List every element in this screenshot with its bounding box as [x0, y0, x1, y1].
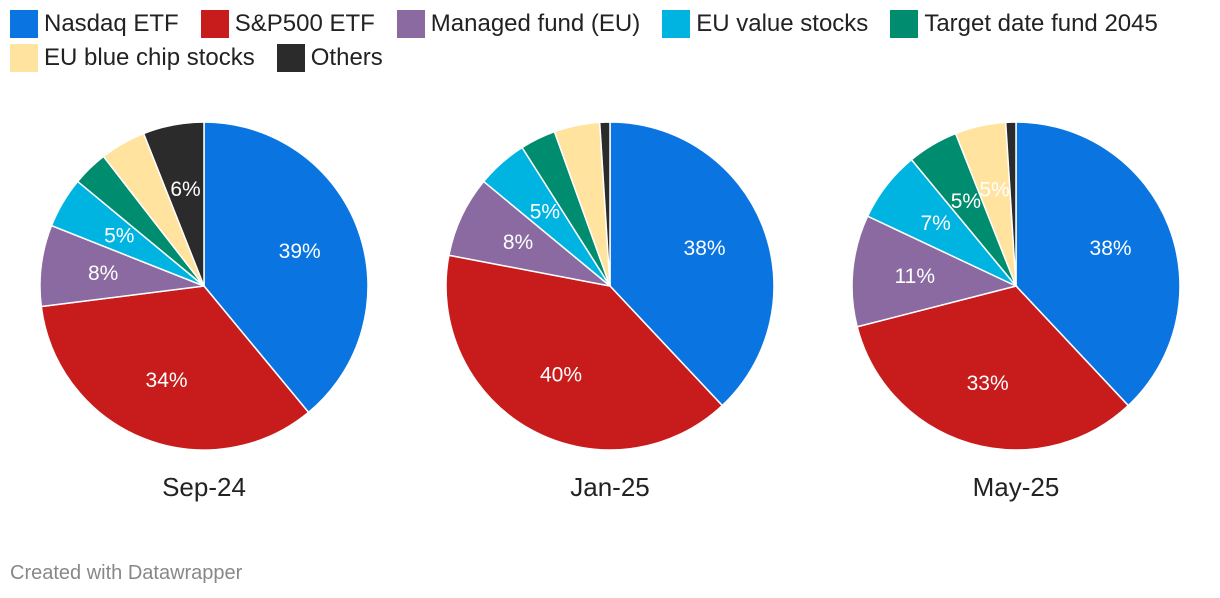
legend-swatch: [396, 10, 425, 38]
pie-title: May-25: [973, 472, 1060, 502]
legend-label: EU value stocks: [696, 10, 869, 37]
legend-swatch: [10, 44, 38, 72]
pie-slice[interactable]: [1015, 121, 1181, 407]
data-label: 8%: [503, 231, 533, 254]
pie-slice[interactable]: [40, 285, 310, 451]
pie-title: Sep-24: [162, 472, 246, 502]
legend-label: S&P500 ETF: [234, 10, 375, 37]
legend-label: EU blue chip stocks: [44, 44, 255, 71]
data-label: 11%: [895, 265, 935, 288]
pie-chart-sep-24: 39% 34% 8% 5% 6% Sep-24: [39, 121, 369, 502]
pie-slice[interactable]: [203, 121, 369, 414]
data-label: 38%: [684, 237, 726, 260]
pie-slice[interactable]: [445, 254, 724, 451]
pie-slice[interactable]: [1004, 121, 1017, 287]
legend-item: Managed fund (EU): [396, 10, 641, 38]
legend-swatch: [200, 10, 229, 38]
pie-chart-may-25: 38%33%11%7%5%5%May-25: [851, 121, 1181, 502]
legend: Nasdaq ETF S&P500 ETF Managed fund (EU) EU …: [10, 10, 1200, 72]
legend-item: EU blue chip stocks: [10, 44, 255, 72]
pie-slice[interactable]: [598, 121, 611, 287]
legend-swatch: [662, 10, 691, 38]
legend-label: Nasdaq ETF: [44, 10, 179, 37]
data-label: 5%: [104, 224, 134, 247]
pie-slice[interactable]: [142, 121, 205, 287]
data-label: 40%: [540, 364, 582, 387]
data-label: 39%: [279, 240, 321, 263]
data-label: 34%: [146, 369, 188, 392]
legend-item: Others: [276, 44, 383, 72]
legend-label: Others: [310, 44, 383, 71]
legend-item: Nasdaq ETF: [10, 10, 179, 38]
pie-slice[interactable]: [851, 215, 1019, 328]
data-label: 7%: [920, 212, 950, 235]
legend-label: Managed fund (EU): [430, 10, 641, 37]
legend-item: Target date fund 2045: [890, 10, 1158, 38]
pie-chart-jan-25: 38% 40% 8% 5% Jan-25: [445, 121, 775, 502]
legend-item: EU value stocks: [662, 10, 868, 38]
data-label: 8%: [88, 262, 118, 285]
legend-swatch: [890, 10, 919, 38]
legend-label: Target date fund 2045: [924, 10, 1158, 37]
data-label: 33%: [967, 372, 1009, 395]
legend-swatch: [10, 10, 38, 38]
pie-title: Jan-25: [570, 472, 650, 502]
pie-slice[interactable]: [609, 121, 775, 407]
data-label: 5%: [979, 178, 1009, 201]
legend-item: S&P500 ETF: [200, 10, 375, 38]
legend-swatch: [276, 44, 305, 72]
data-label: 5%: [530, 201, 560, 224]
pie-slice[interactable]: [856, 285, 1130, 451]
data-label: 6%: [170, 178, 200, 201]
footer-credit[interactable]: Created with Datawrapper: [10, 562, 243, 584]
data-label: 38%: [1090, 237, 1132, 260]
data-label: 5%: [951, 190, 981, 213]
